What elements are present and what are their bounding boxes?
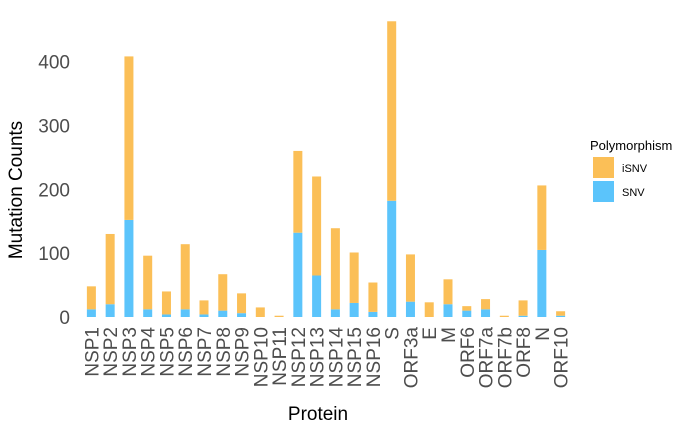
x-tick-label: NSP1 bbox=[82, 327, 103, 377]
x-tick-label: ORF8 bbox=[514, 327, 535, 378]
x-tick-label: NSP6 bbox=[176, 327, 197, 377]
legend-label-isnv: iSNV bbox=[622, 163, 648, 175]
bar-isnv-nsp4 bbox=[143, 255, 153, 310]
bar-isnv-nsp16 bbox=[368, 282, 378, 312]
bar-snv-nsp16 bbox=[368, 311, 378, 317]
bar-isnv-orf8 bbox=[518, 300, 528, 316]
bar-snv-nsp9 bbox=[237, 313, 247, 317]
x-tick-label: ORF3a bbox=[401, 327, 422, 389]
bar-isnv-n bbox=[537, 185, 547, 250]
bar-isnv-orf7a bbox=[481, 299, 491, 310]
bar-snv-nsp1 bbox=[86, 309, 96, 317]
bar-snv-nsp3 bbox=[124, 219, 134, 317]
x-tick-label: NSP7 bbox=[195, 327, 216, 377]
bar-snv-nsp8 bbox=[218, 310, 228, 317]
x-tick-label: NSP15 bbox=[345, 327, 366, 387]
y-axis: 0 100 200 300 400 bbox=[38, 53, 70, 329]
bar-isnv-nsp5 bbox=[161, 291, 171, 315]
x-tick-label: NSP12 bbox=[289, 327, 310, 387]
bar-isnv-nsp9 bbox=[237, 293, 247, 314]
bar-snv-nsp15 bbox=[349, 302, 359, 317]
y-tick-label: 0 bbox=[59, 308, 70, 329]
bar-snv-nsp4 bbox=[143, 309, 153, 317]
bar-isnv-nsp1 bbox=[86, 286, 96, 310]
bar-snv-nsp5 bbox=[161, 314, 171, 317]
x-tick-label: NSP2 bbox=[101, 327, 122, 377]
y-tick-label: 300 bbox=[38, 116, 70, 137]
y-tick-label: 400 bbox=[38, 53, 70, 74]
legend-swatch-snv bbox=[593, 181, 614, 202]
legend-title: Polymorphism bbox=[590, 138, 672, 153]
bar-isnv-m bbox=[443, 279, 453, 305]
y-tick-label: 200 bbox=[38, 180, 70, 201]
legend-label-snv: SNV bbox=[622, 187, 645, 199]
x-axis: NSP1NSP2NSP3NSP4NSP5NSP6NSP7NSP8NSP9NSP1… bbox=[82, 327, 572, 389]
bar-isnv-nsp13 bbox=[312, 176, 322, 276]
bar-snv-orf7a bbox=[481, 309, 491, 317]
y-tick-label: 100 bbox=[38, 244, 70, 265]
bar-isnv-orf10 bbox=[556, 311, 566, 316]
bar-isnv-nsp6 bbox=[180, 244, 190, 310]
bar-snv-m bbox=[443, 304, 453, 317]
x-tick-label: NSP5 bbox=[157, 327, 178, 377]
x-tick-label: NSP10 bbox=[251, 327, 272, 387]
bar-isnv-e bbox=[424, 302, 434, 317]
bar-isnv-s bbox=[387, 21, 397, 201]
bar-snv-orf10 bbox=[556, 315, 566, 317]
bar-snv-nsp13 bbox=[312, 275, 322, 317]
bar-snv-orf3a bbox=[405, 301, 415, 317]
bar-isnv-nsp2 bbox=[105, 233, 115, 305]
bar-isnv-orf6 bbox=[462, 306, 472, 311]
bar-snv-nsp14 bbox=[330, 309, 340, 317]
x-tick-label: N bbox=[533, 327, 554, 341]
x-tick-label: NSP16 bbox=[364, 327, 385, 387]
bar-isnv-nsp8 bbox=[218, 274, 228, 311]
x-tick-label: ORF7b bbox=[495, 327, 516, 388]
x-tick-label: NSP4 bbox=[139, 327, 160, 377]
bars-layer bbox=[86, 21, 566, 317]
bar-snv-n bbox=[537, 249, 547, 317]
legend-swatch-isnv bbox=[593, 157, 614, 178]
bar-isnv-nsp15 bbox=[349, 252, 359, 303]
bar-snv-nsp6 bbox=[180, 309, 190, 317]
bar-snv-s bbox=[387, 200, 397, 317]
x-tick-label: E bbox=[420, 327, 441, 340]
x-axis-label: Protein bbox=[288, 404, 348, 425]
bar-isnv-nsp10 bbox=[255, 307, 265, 317]
bar-isnv-nsp12 bbox=[293, 150, 303, 233]
bar-isnv-nsp7 bbox=[199, 300, 209, 315]
bar-snv-orf8 bbox=[518, 315, 528, 317]
bar-isnv-orf7b bbox=[499, 315, 509, 317]
x-tick-label: NSP14 bbox=[326, 327, 347, 388]
x-tick-label: M bbox=[439, 327, 460, 343]
x-tick-label: ORF10 bbox=[552, 327, 573, 388]
bar-snv-orf6 bbox=[462, 310, 472, 317]
x-tick-label: NSP8 bbox=[214, 327, 235, 377]
legend-entries: iSNV SNV bbox=[593, 157, 648, 202]
x-tick-label: ORF7a bbox=[477, 327, 498, 389]
x-tick-label: S bbox=[383, 327, 404, 340]
y-axis-label: Mutation Counts bbox=[6, 121, 27, 259]
legend: Polymorphism iSNV SNV bbox=[590, 138, 672, 202]
x-tick-label: NSP13 bbox=[308, 327, 329, 387]
bar-isnv-nsp3 bbox=[124, 56, 134, 220]
bar-isnv-orf3a bbox=[405, 254, 415, 302]
x-tick-label: NSP11 bbox=[270, 327, 291, 386]
bar-snv-nsp2 bbox=[105, 304, 115, 317]
bar-isnv-nsp14 bbox=[330, 228, 340, 310]
bar-snv-nsp7 bbox=[199, 314, 209, 317]
x-tick-label: NSP9 bbox=[233, 327, 254, 377]
x-tick-label: ORF6 bbox=[458, 327, 479, 378]
bar-isnv-nsp11 bbox=[274, 315, 284, 317]
x-tick-label: NSP3 bbox=[120, 327, 141, 377]
bar-snv-nsp12 bbox=[293, 232, 303, 317]
